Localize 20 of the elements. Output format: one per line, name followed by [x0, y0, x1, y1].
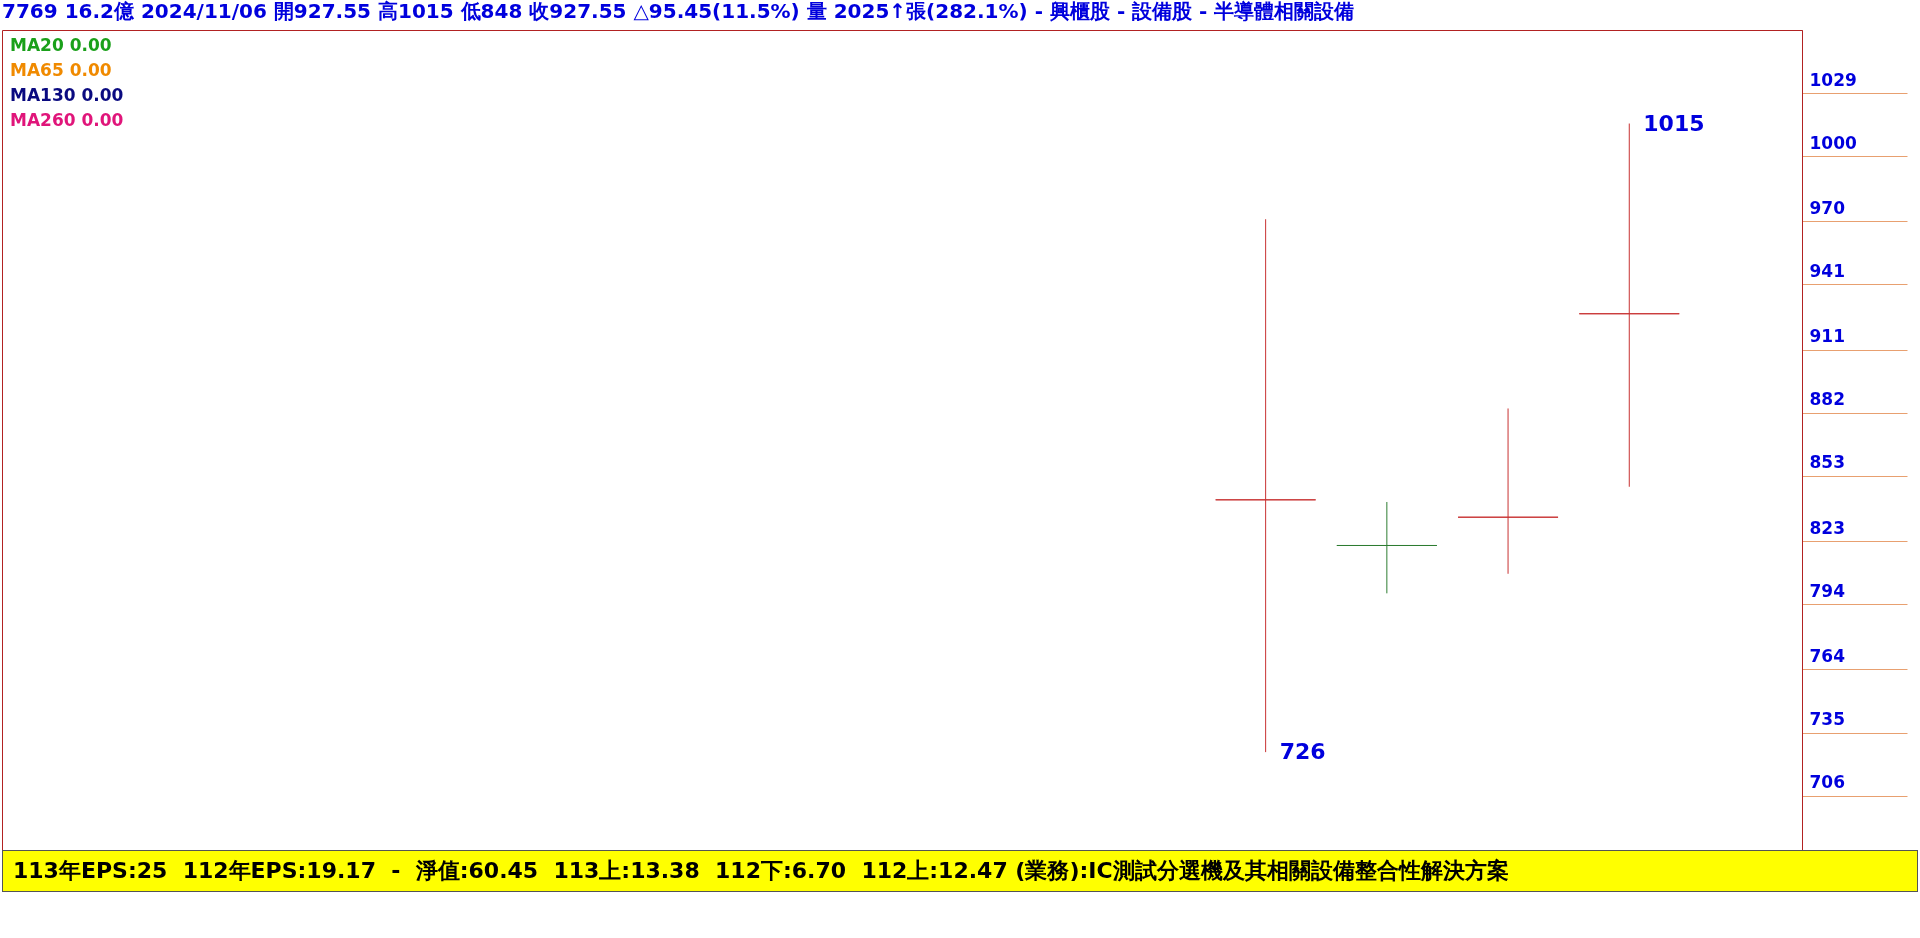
y-tick-label: 794 — [1809, 580, 1846, 601]
annotation: 1015 — [1643, 110, 1705, 136]
y-tick-label: 970 — [1809, 197, 1846, 218]
y-tick-label: 1029 — [1809, 69, 1857, 90]
annotation: 726 — [1279, 739, 1326, 765]
y-tick-label: 1000 — [1809, 132, 1857, 153]
y-tick-label: 706 — [1809, 772, 1845, 793]
y-tick-label: 853 — [1809, 452, 1845, 473]
legend-label: MA260 0.00 — [10, 110, 124, 130]
y-tick-label: 911 — [1809, 326, 1845, 347]
chart-title: 7769 16.2億 2024/11/06 開927.55 高1015 低848 收927.55 △95.45(11.5%) 量 2025↑張(282.1%) - 興櫃股 - 設備股 - 半導體相關設備 — [2, 0, 1355, 23]
y-tick-label: 735 — [1809, 709, 1845, 730]
y-tick-label: 941 — [1809, 260, 1845, 281]
y-tick-label: 764 — [1809, 645, 1846, 666]
y-tick-label: 882 — [1809, 389, 1845, 410]
legend-label: MA65 0.00 — [10, 60, 112, 80]
text: 113年EPS:25 112年EPS:19.17 - 淨值:60.45 113上:13.38 112下:6.70 112上:12.47 (業務):IC測試分選機及其相關設備整合性解決方案 — [2, 850, 1918, 892]
y-tick-label: 823 — [1809, 517, 1845, 538]
legend-label: MA130 0.00 — [10, 85, 124, 105]
legend-label: MA20 0.00 — [10, 35, 112, 55]
